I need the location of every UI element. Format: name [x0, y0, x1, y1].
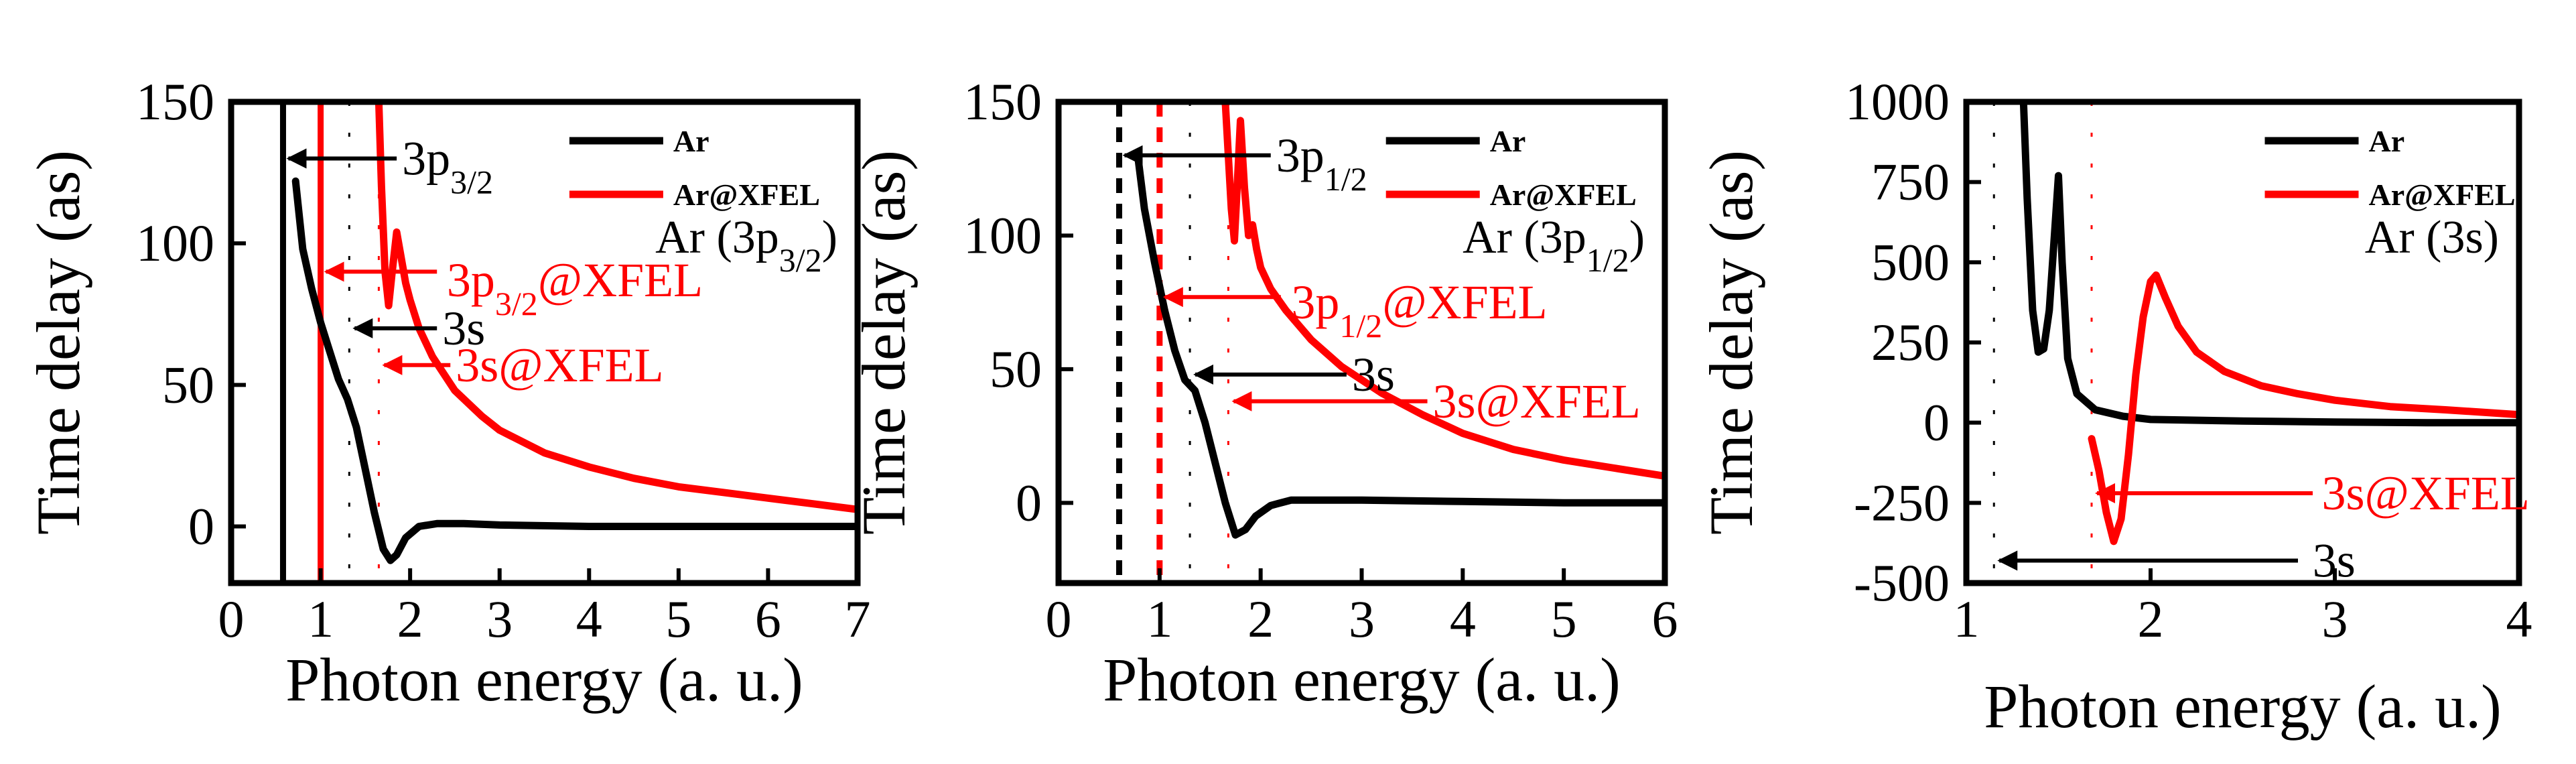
legend-entry: Ar	[673, 124, 709, 158]
x-tick-label: 6	[1652, 590, 1678, 648]
y-tick-label: 750	[1871, 153, 1950, 211]
x-tick-label: 1	[308, 590, 334, 648]
y-axis-title: Time delay (as)	[850, 150, 918, 535]
y-axis-title: Time delay (as)	[1697, 150, 1765, 535]
annotation-label: 3p1/2	[1276, 129, 1367, 198]
y-tick-label: 50	[162, 355, 214, 413]
x-tick-label: 1	[1954, 590, 1980, 648]
series-line-ar	[2019, 102, 2519, 427]
x-tick-label: 3	[486, 590, 513, 648]
x-tick-label: 0	[1046, 590, 1072, 648]
annotation-label: 3s@XFEL	[1433, 375, 1641, 428]
series-line-ar-xfel	[1221, 102, 1665, 480]
x-tick-label: 0	[218, 590, 245, 648]
x-tick-label: 2	[2138, 590, 2164, 648]
y-tick-label: 100	[136, 214, 214, 272]
x-tick-label: 4	[1450, 590, 1476, 648]
x-tick-label: 5	[665, 590, 691, 648]
series-line-ar-xfel	[2088, 271, 2519, 546]
series-line-ar-xfel	[375, 102, 858, 513]
x-tick-label: 5	[1551, 590, 1577, 648]
annotation-label: 3s	[1352, 348, 1395, 401]
x-axis-title: Photon energy (a. u.)	[1984, 672, 2501, 741]
x-tick-label: 7	[845, 590, 871, 648]
x-axis-title: Photon energy (a. u.)	[285, 645, 803, 714]
y-tick-label: 100	[963, 206, 1042, 264]
y-tick-label: 0	[1016, 473, 1042, 531]
annotation-label: 3p1/2@XFEL	[1291, 275, 1547, 344]
annotation-label: 3s	[442, 302, 485, 355]
x-tick-label: 4	[2506, 590, 2532, 648]
annotation-label: 3s	[2313, 533, 2356, 587]
x-tick-label: 3	[1349, 590, 1375, 648]
y-axis-title: Time delay (as)	[24, 150, 92, 535]
y-tick-label: 0	[188, 497, 214, 556]
legend-entry: Ar	[1490, 124, 1526, 158]
legend-entry: Ar@XFEL	[673, 178, 820, 212]
y-tick-label: 50	[990, 340, 1042, 398]
y-tick-label: 250	[1871, 313, 1950, 371]
y-tick-label: 1000	[1845, 72, 1950, 131]
annotation-label: 3s@XFEL	[456, 338, 663, 392]
annotation-label: 3p3/2	[402, 131, 493, 200]
plot-frame	[228, 99, 861, 586]
annotation-label: 3s@XFEL	[2322, 466, 2530, 520]
series-line-ar	[291, 177, 858, 564]
x-tick-label: 6	[755, 590, 781, 648]
y-tick-label: 500	[1871, 233, 1950, 291]
x-tick-label: 3	[2322, 590, 2348, 648]
y-tick-label: 150	[963, 72, 1042, 131]
chart-panel-panel-3p12: 0 1 2 3 4 5 6 0 50 100 150 Photon energy (a. u.) Tim…	[850, 72, 1678, 714]
series-line-ar	[1134, 149, 1665, 539]
panel-label: Ar (3s)	[2365, 212, 2499, 263]
legend-entry: Ar@XFEL	[1490, 178, 1637, 212]
x-tick-label: 2	[1247, 590, 1274, 648]
y-tick-label: -500	[1854, 554, 1950, 612]
x-tick-label: 2	[397, 590, 423, 648]
chart-panel-panel-3s: 1 2 3 4 -500 -250 0 250 500 750 1000 Photon energy …	[1697, 72, 2532, 741]
x-tick-label: 1	[1146, 590, 1172, 648]
y-tick-label: 0	[1923, 393, 1950, 452]
legend-entry: Ar@XFEL	[2369, 178, 2516, 212]
x-tick-label: 4	[576, 590, 602, 648]
x-axis-title: Photon energy (a. u.)	[1103, 645, 1620, 714]
chart-panel-panel-3p32: 0 1 2 3 4 5 6 7 0 50 100 150 Photon energy (a. u.) Ti…	[24, 72, 871, 714]
legend-entry: Ar	[2369, 124, 2405, 158]
y-tick-label: 150	[136, 72, 214, 131]
y-tick-label: -250	[1854, 473, 1950, 531]
panel-label: Ar (3p1/2)	[1463, 212, 1645, 279]
